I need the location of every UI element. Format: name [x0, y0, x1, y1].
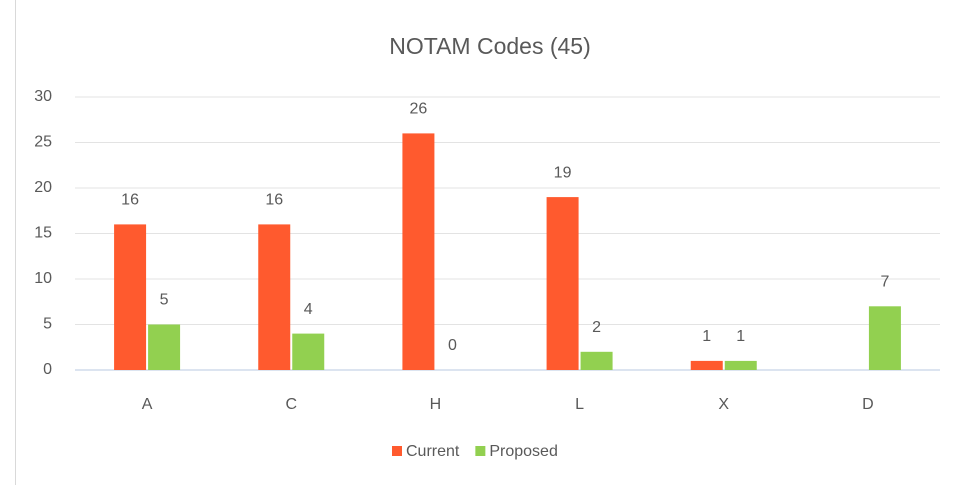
- bar: [148, 325, 180, 371]
- value-label: 16: [265, 192, 283, 209]
- y-tick-label: 10: [34, 270, 52, 287]
- value-label: 1: [736, 328, 745, 345]
- x-tick-label: A: [142, 396, 153, 413]
- value-label: 2: [592, 319, 601, 336]
- bar: [869, 306, 901, 370]
- bar: [581, 352, 613, 370]
- x-tick-label: D: [862, 396, 874, 413]
- chart-frame: [16, 0, 961, 485]
- bar: [547, 197, 579, 370]
- bar: [691, 361, 723, 370]
- value-label: 4: [304, 301, 313, 318]
- x-tick-label: L: [575, 396, 584, 413]
- legend-label: Proposed: [489, 443, 558, 460]
- x-tick-label: C: [285, 396, 297, 413]
- bar: [292, 334, 324, 370]
- value-label: 26: [410, 101, 428, 118]
- bar: [725, 361, 757, 370]
- bar: [114, 224, 146, 370]
- x-tick-label: X: [718, 396, 729, 413]
- y-tick-label: 20: [34, 179, 52, 196]
- y-tick-label: 5: [43, 316, 52, 333]
- value-label: 7: [880, 274, 889, 291]
- legend-swatch: [475, 446, 485, 456]
- value-label: 16: [121, 192, 139, 209]
- legend-swatch: [392, 446, 402, 456]
- value-label: 1: [702, 328, 711, 345]
- y-tick-label: 0: [43, 361, 52, 378]
- chart-title: NOTAM Codes (45): [389, 33, 591, 59]
- x-tick-label: H: [430, 396, 442, 413]
- y-tick-label: 25: [34, 134, 52, 151]
- value-label: 19: [554, 164, 572, 181]
- bar: [402, 133, 434, 370]
- value-label: 5: [160, 292, 169, 309]
- y-tick-label: 15: [34, 225, 52, 242]
- y-tick-label: 30: [34, 88, 52, 105]
- legend-label: Current: [406, 443, 460, 460]
- bar: [258, 224, 290, 370]
- value-label: 0: [448, 337, 457, 354]
